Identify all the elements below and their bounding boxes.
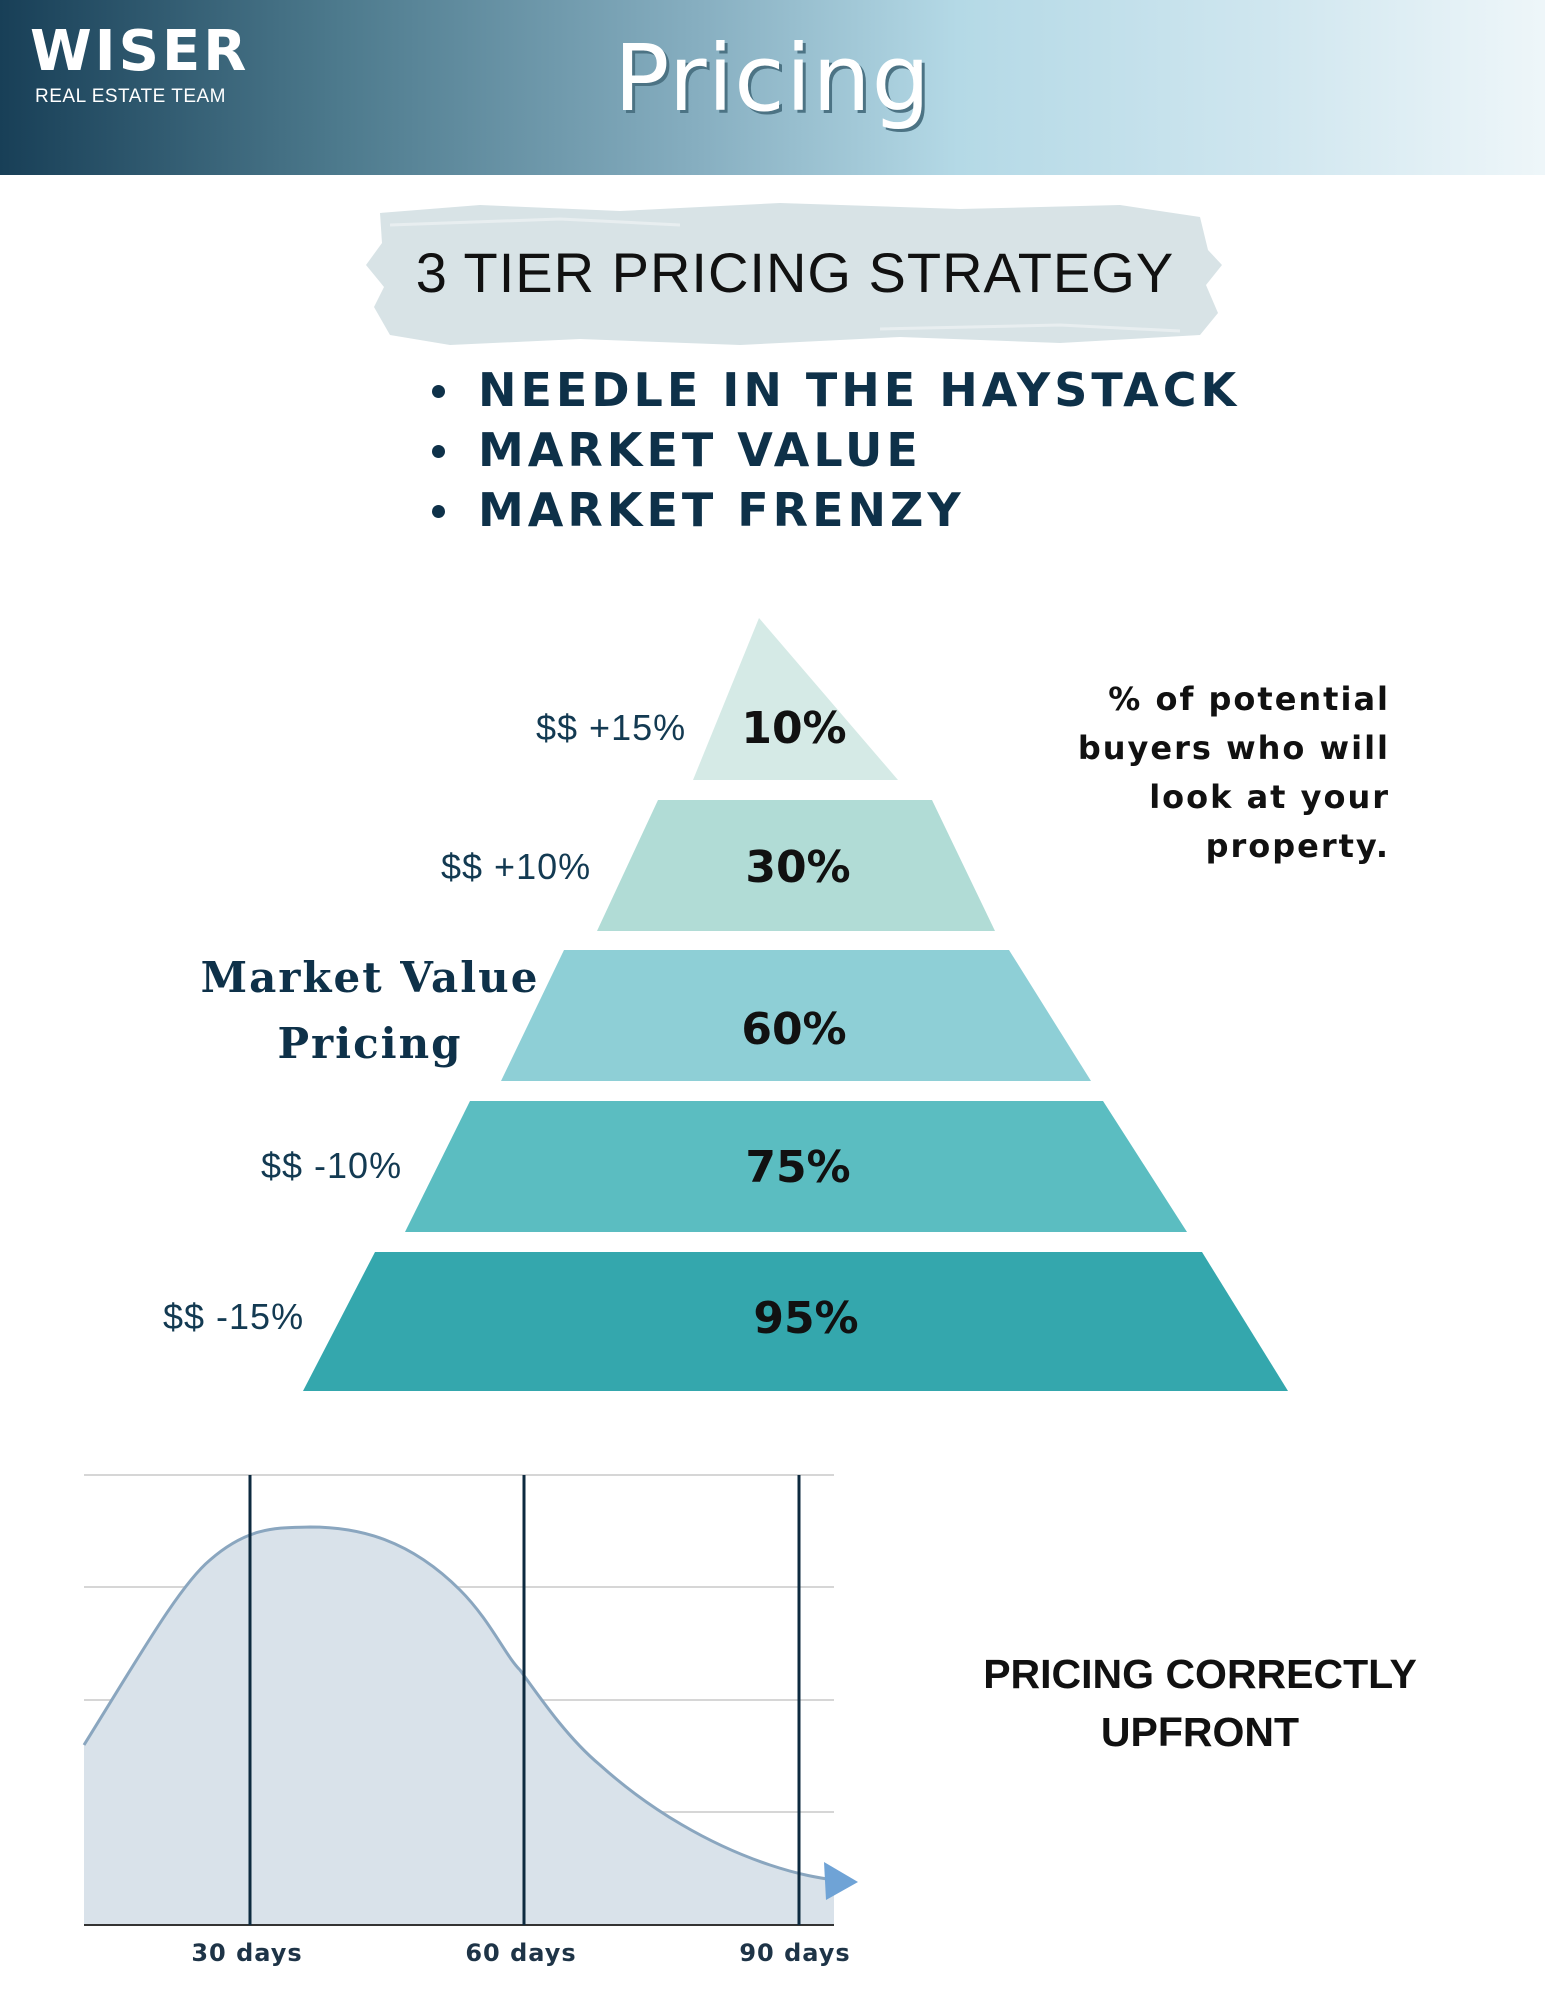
buyers-note: % of potential buyers who will look at y… (1040, 675, 1390, 871)
market-value-pricing-label: Market Value Pricing (190, 945, 550, 1077)
strategy-title: 3 TIER PRICING STRATEGY (415, 241, 1175, 304)
chart-area-fill (84, 1527, 834, 1925)
chart-curve-line (82, 1525, 835, 1882)
pricing-correctly-callout: PRICING CORRECTLY UPFRONT (940, 1645, 1460, 1761)
bullet-icon (432, 505, 445, 518)
callout-line: UPFRONT (1100, 1709, 1300, 1755)
x-tick-label-30: 30 days (191, 1939, 302, 1967)
pyramid-level-4 (405, 1101, 1187, 1232)
pricing-pyramid: 10% 30% 60% 75% 95% (303, 618, 1288, 1391)
buyers-note-line: buyers who will (1077, 729, 1390, 767)
logo-subtitle: REAL ESTATE TEAM (35, 86, 227, 107)
brush-stroke-background (366, 203, 1222, 345)
pyramid-percent-1: 10% (741, 703, 846, 754)
tier-list-item: MARKET FRENZY (432, 480, 1240, 540)
pyramid-percent-2: 30% (745, 842, 850, 893)
pyramid-percent-5: 95% (753, 1293, 858, 1344)
buyers-note-line: % of potential (1108, 680, 1390, 718)
price-label-plus-15: $$ +15% (536, 707, 687, 748)
tier-list-label: MARKET FRENZY (478, 483, 965, 537)
buyers-note-line: look at your (1149, 778, 1390, 816)
pyramid-level-5 (303, 1252, 1288, 1391)
x-tick-label-60: 60 days (465, 1939, 576, 1967)
x-tick-label-90: 90 days (739, 1939, 850, 1967)
price-label-minus-15: $$ -15% (163, 1296, 305, 1337)
bullet-icon (432, 445, 445, 458)
price-label-minus-10: $$ -10% (261, 1145, 403, 1186)
market-value-label-line: Market Value (200, 953, 540, 1002)
bullet-icon (432, 385, 445, 398)
pyramid-percent-3: 60% (741, 1004, 846, 1055)
pyramid-percent-4: 75% (745, 1142, 850, 1193)
market-value-label-line: Pricing (277, 1019, 463, 1068)
pyramid-level-1 (693, 618, 898, 780)
pyramid-level-2 (597, 800, 995, 931)
tier-list-item: NEEDLE IN THE HAYSTACK (432, 360, 1240, 420)
chart-arrow-icon (824, 1862, 858, 1900)
header-banner: WISER REAL ESTATE TEAM Pricing (0, 0, 1545, 175)
page-title: Pricing (613, 25, 932, 132)
buyers-note-line: property. (1205, 827, 1390, 865)
logo-wordmark: WISER (30, 19, 250, 84)
price-label-plus-10: $$ +10% (441, 846, 592, 887)
callout-line: PRICING CORRECTLY (983, 1651, 1417, 1697)
pyramid-level-3 (501, 950, 1091, 1081)
tier-list-item: MARKET VALUE (432, 420, 1240, 480)
tier-list: NEEDLE IN THE HAYSTACK MARKET VALUE MARK… (432, 360, 1240, 540)
tier-list-label: NEEDLE IN THE HAYSTACK (478, 363, 1241, 417)
tier-list-label: MARKET VALUE (478, 423, 922, 477)
